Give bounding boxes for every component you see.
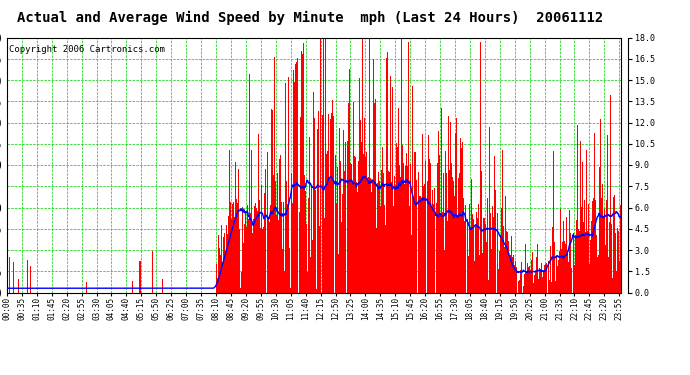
Text: Actual and Average Wind Speed by Minute  mph (Last 24 Hours)  20061112: Actual and Average Wind Speed by Minute …: [17, 11, 604, 26]
Text: Copyright 2006 Cartronics.com: Copyright 2006 Cartronics.com: [9, 45, 165, 54]
